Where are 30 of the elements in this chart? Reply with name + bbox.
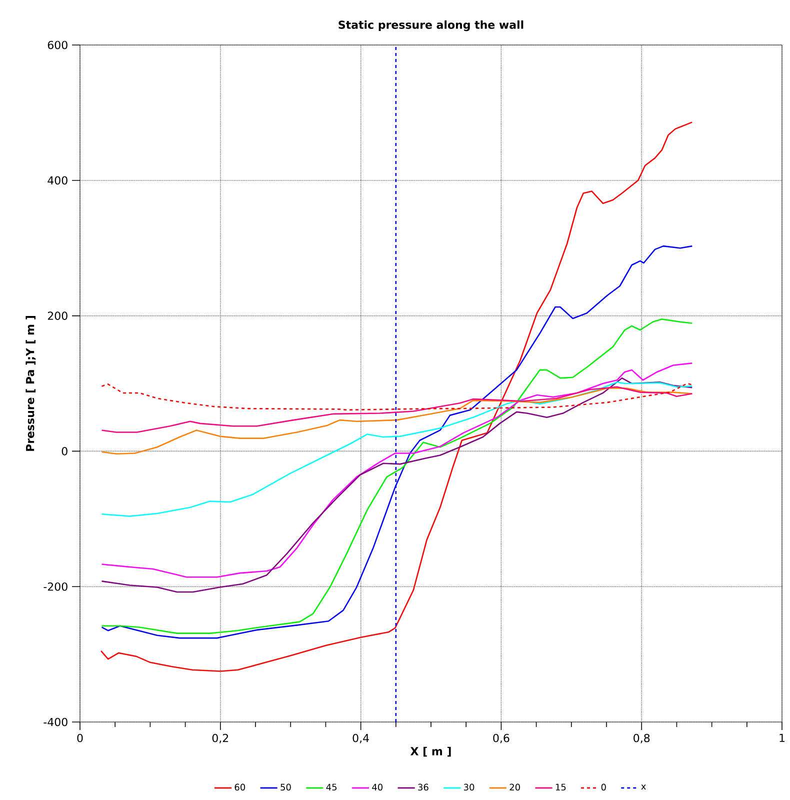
x-tick-label: 0 bbox=[77, 734, 83, 742]
y-axis-title: Pressure [ Pa ];Y [ m ] bbox=[26, 316, 36, 451]
chart-title: Static pressure along the wall bbox=[338, 20, 524, 32]
legend-label: 20 bbox=[510, 784, 520, 791]
line-series bbox=[100, 122, 693, 672]
y-tick-label: -400 bbox=[44, 718, 68, 726]
legend-label: 60 bbox=[234, 784, 246, 791]
y-tick-label: -200 bbox=[44, 582, 68, 591]
y-tick-label: 600 bbox=[48, 40, 68, 50]
legend-label: 36 bbox=[418, 784, 428, 791]
legend-label: 50 bbox=[280, 784, 291, 791]
legend-label: 0 bbox=[601, 784, 606, 791]
y-tick-label: 400 bbox=[48, 176, 68, 185]
x-tick-label: 0,6 bbox=[493, 734, 510, 744]
x-tick-label: 1 bbox=[780, 734, 784, 742]
x-tick-label: 0,2 bbox=[212, 734, 228, 744]
legend-label: 45 bbox=[326, 784, 336, 790]
line-series bbox=[101, 381, 693, 517]
y-tick-label: 200 bbox=[48, 312, 68, 320]
x-tick-label: 0,8 bbox=[634, 734, 650, 744]
x-tick-label: 0,4 bbox=[352, 734, 369, 744]
legend-label: x bbox=[641, 784, 646, 790]
y-tick-label: 0 bbox=[62, 447, 68, 456]
x-axis-title: X [ m ] bbox=[410, 746, 451, 757]
line-series bbox=[101, 386, 693, 433]
legend-label: 40 bbox=[372, 784, 383, 791]
legend-label: 30 bbox=[464, 784, 474, 791]
line-series bbox=[101, 318, 693, 634]
line-series bbox=[101, 388, 693, 455]
legend-label: 15 bbox=[556, 784, 566, 790]
